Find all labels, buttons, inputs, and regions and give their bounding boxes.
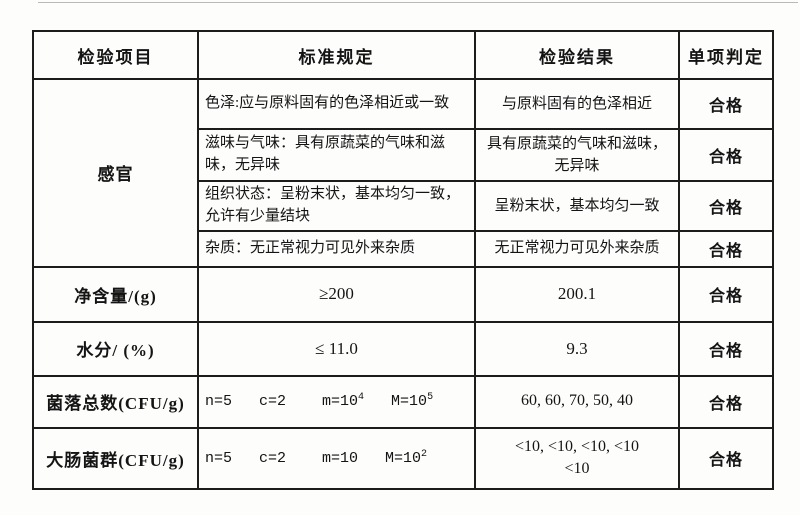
judgment-moisture: 合格 [678, 320, 774, 377]
item-coliform: 大肠菌群(CFU/g) [32, 426, 199, 490]
standard-taste: 滋味与气味：具有原蔬菜的气味和滋味，无异味 [197, 128, 476, 182]
spec-text: M=10 [364, 393, 428, 410]
spec-text: n=5 c=2 m=10 [205, 449, 359, 467]
table-row-moisture: 水分/ (%) ≤ 11.0 9.3 合格 [32, 320, 774, 377]
result-taste: 具有原蔬菜的气味和滋味， 无异味 [474, 128, 680, 182]
header-result: 检验结果 [474, 30, 680, 80]
item-net-content: 净含量/(g) [32, 265, 199, 323]
table-row-net-content: 净含量/(g) ≥200 200.1 合格 [32, 265, 774, 323]
header-item: 检验项目 [32, 30, 199, 80]
judgment-texture: 合格 [678, 180, 774, 232]
result-color: 与原料固有的色泽相近 [474, 78, 680, 130]
judgment-total-colony: 合格 [678, 374, 774, 429]
judgment-impurity: 合格 [678, 229, 774, 268]
judgment-taste: 合格 [678, 128, 774, 182]
standard-moisture: ≤ 11.0 [197, 320, 476, 377]
result-moisture: 9.3 [474, 320, 680, 377]
judgment-coliform: 合格 [678, 426, 774, 490]
spec-exponent: 5 [427, 392, 434, 403]
result-net-content: 200.1 [474, 265, 680, 323]
result-coliform: <10, <10, <10, <10 <10 [474, 426, 680, 490]
item-total-colony: 菌落总数(CFU/g) [32, 374, 199, 429]
result-texture: 呈粉末状，基本均匀一致 [474, 180, 680, 232]
item-sensory: 感官 [32, 78, 199, 268]
header-judgment: 单项判定 [678, 30, 774, 80]
scan-artifact-line [38, 2, 798, 3]
standard-color: 色泽:应与原料固有的色泽相近或一致 [197, 78, 476, 130]
spec-text: M=10 [358, 449, 422, 467]
standard-texture: 组织状态：呈粉末状，基本均匀一致，允许有少量结块 [197, 180, 476, 232]
spec-exponent: 2 [421, 448, 428, 460]
standard-impurity: 杂质：无正常视力可见外来杂质 [197, 229, 476, 268]
table-row-impurity: 杂质：无正常视力可见外来杂质 无正常视力可见外来杂质 合格 [33, 229, 774, 268]
header-row: 检验项目 标准规定 检验结果 单项判定 [32, 30, 774, 80]
table-row-coliform: 大肠菌群(CFU/g) n=5 c=2 m=10 M=102 <10, <10,… [32, 426, 774, 490]
result-total-colony: 60, 60, 70, 50, 40 [474, 374, 680, 429]
result-impurity: 无正常视力可见外来杂质 [474, 229, 680, 268]
header-standard: 标准规定 [197, 30, 476, 80]
table-row-total-colony: 菌落总数(CFU/g) n=5 c=2 m=104 M=105 60, 60, … [32, 374, 774, 429]
table-row-taste: 滋味与气味：具有原蔬菜的气味和滋味，无异味 具有原蔬菜的气味和滋味， 无异味 合… [33, 128, 774, 182]
table-row-texture: 组织状态：呈粉末状，基本均匀一致，允许有少量结块 呈粉末状，基本均匀一致 合格 [33, 180, 774, 232]
judgment-net-content: 合格 [678, 265, 774, 323]
item-moisture: 水分/ (%) [32, 320, 199, 377]
table-row-color: 感官 色泽:应与原料固有的色泽相近或一致 与原料固有的色泽相近 合格 [32, 78, 774, 268]
spec-exponent: 4 [358, 392, 365, 403]
judgment-color: 合格 [678, 78, 774, 130]
standard-net-content: ≥200 [197, 265, 476, 323]
standard-coliform: n=5 c=2 m=10 M=102 [197, 426, 476, 490]
inspection-report-table: 检验项目 标准规定 检验结果 单项判定 感官 色泽:应与原料固有的色泽相近或一致… [32, 30, 774, 490]
spec-text: n=5 c=2 m=10 [205, 393, 359, 410]
standard-total-colony: n=5 c=2 m=104 M=105 [197, 374, 476, 429]
